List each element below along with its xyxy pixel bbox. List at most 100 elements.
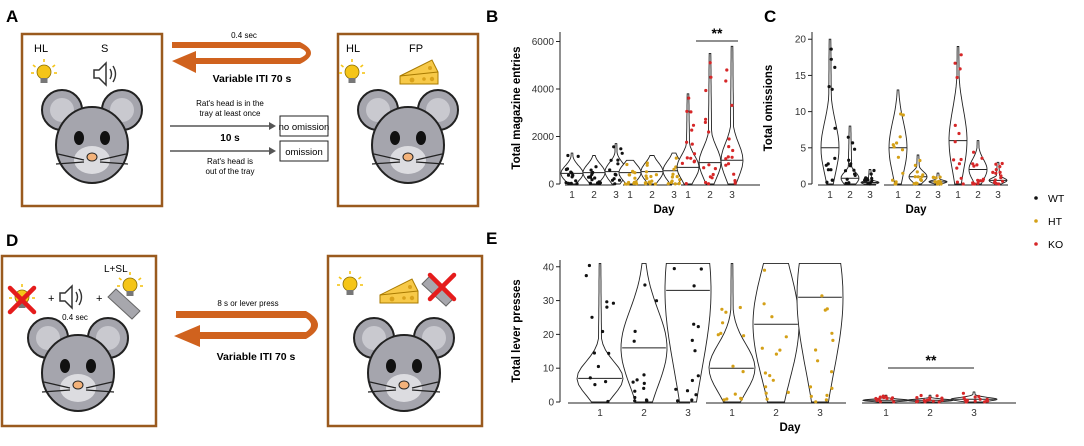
data-point	[833, 156, 837, 160]
data-point	[628, 173, 632, 177]
data-point	[994, 168, 998, 172]
data-point	[953, 61, 957, 65]
lever-icon	[107, 288, 141, 320]
x-tick-label: 1	[685, 190, 691, 201]
ten-s-label: 10 s	[220, 133, 240, 144]
data-point	[915, 181, 919, 186]
data-point	[864, 176, 868, 180]
x-tick-label: 3	[935, 190, 941, 201]
data-point	[892, 145, 896, 149]
right-box-a	[336, 32, 480, 208]
x-tick-label: 2	[641, 408, 647, 419]
data-point	[633, 399, 637, 403]
data-point	[915, 170, 919, 174]
data-point	[687, 96, 691, 100]
x-tick-label: 3	[671, 190, 677, 201]
significance-label: **	[926, 352, 937, 368]
head-out-line2: out of the tray	[206, 167, 255, 176]
light-bulb-icon	[8, 283, 36, 309]
data-point	[633, 329, 637, 333]
data-point	[892, 400, 896, 404]
data-point	[690, 398, 694, 402]
x-tick-label: 1	[627, 190, 633, 201]
data-point	[959, 157, 963, 162]
loop-arrow-a	[172, 42, 311, 73]
data-point	[978, 397, 982, 401]
data-point	[620, 151, 624, 155]
data-point	[919, 177, 923, 182]
light-bulb-icon	[116, 271, 144, 297]
data-point	[645, 176, 649, 180]
data-point	[605, 300, 609, 304]
data-point	[711, 172, 715, 177]
data-point	[674, 156, 678, 160]
data-point	[928, 396, 932, 400]
data-point	[685, 109, 689, 113]
data-point	[606, 399, 610, 404]
data-point	[703, 120, 708, 124]
data-point	[612, 177, 616, 181]
data-point	[891, 178, 895, 182]
data-point	[631, 169, 635, 173]
legend-label-ht: HT	[1048, 216, 1063, 228]
violin-wt-day1	[560, 152, 584, 185]
cheese-icon	[399, 59, 439, 85]
data-point	[674, 387, 678, 391]
lsl-label: L+SL	[104, 264, 128, 275]
data-point	[724, 310, 728, 314]
head-in-line1: Rat's head is in the	[196, 99, 264, 108]
data-point	[760, 346, 764, 350]
data-point	[566, 173, 571, 177]
data-point	[936, 182, 940, 186]
data-point	[588, 181, 593, 185]
data-point	[972, 150, 976, 154]
data-point	[643, 283, 647, 287]
data-point	[730, 155, 734, 159]
data-point	[669, 180, 674, 185]
data-point	[671, 172, 675, 176]
panel-d: D + + L+SL 0.4 sec 8 s or lever press Va…	[0, 231, 484, 428]
data-point	[564, 181, 568, 185]
data-point	[997, 182, 1001, 186]
data-point	[605, 305, 609, 309]
data-point	[878, 400, 883, 404]
data-point	[784, 335, 788, 339]
y-tick-label: 4000	[532, 85, 555, 96]
data-point	[999, 174, 1003, 178]
data-point	[674, 165, 678, 169]
x-tick-label: 1	[955, 190, 961, 201]
x-tick-label: 3	[685, 408, 691, 419]
data-point	[920, 175, 924, 179]
data-point	[895, 141, 899, 145]
data-point	[719, 331, 723, 335]
data-point	[685, 140, 689, 144]
panel-letter-c: C	[764, 7, 776, 26]
data-point	[727, 145, 731, 149]
data-point	[678, 178, 682, 182]
data-point	[666, 182, 670, 186]
x-tick-label: 1	[569, 190, 575, 201]
data-point	[981, 177, 986, 181]
data-point	[596, 364, 601, 369]
data-point	[938, 180, 942, 184]
data-point	[830, 87, 834, 91]
data-point	[959, 53, 963, 57]
y-tick-label: 10	[543, 364, 555, 375]
data-point	[771, 378, 775, 382]
data-point	[826, 162, 830, 166]
x-tick-label: 2	[915, 190, 921, 201]
violin-wt-day2	[582, 155, 606, 185]
data-point	[843, 169, 848, 173]
loop-arrow-d	[174, 311, 318, 347]
right-box-d	[326, 254, 484, 428]
panel-letter-d: D	[6, 231, 18, 250]
data-point	[588, 376, 592, 380]
data-point	[847, 158, 851, 162]
data-point	[609, 158, 613, 162]
data-point	[650, 179, 654, 183]
speaker-icon	[93, 62, 117, 86]
data-point	[741, 370, 745, 374]
data-point	[597, 180, 601, 184]
data-point	[632, 339, 636, 343]
